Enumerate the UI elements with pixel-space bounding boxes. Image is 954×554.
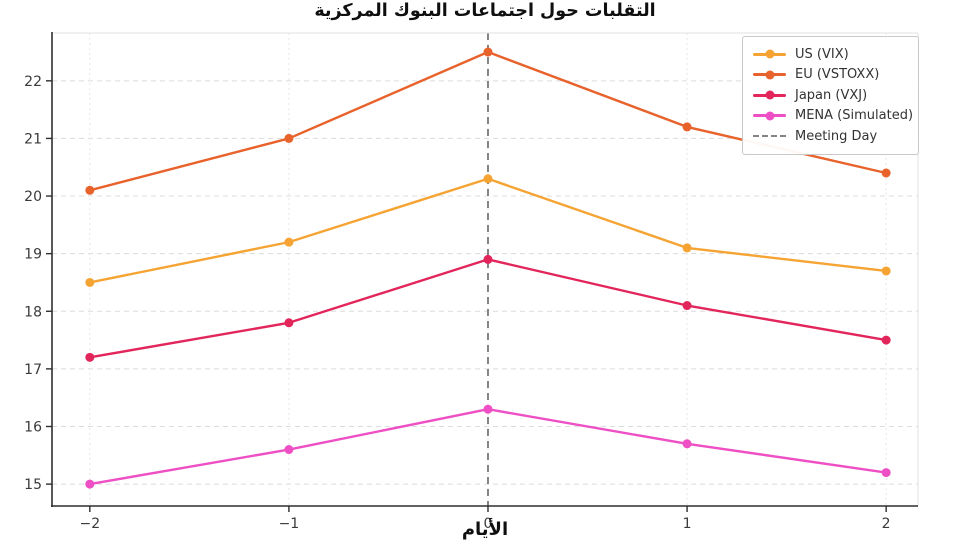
data-point-eu-vstoxx [85, 185, 95, 195]
data-point-us-vix [881, 266, 891, 276]
legend-box: US (VIX) EU (VSTOXX) Japan (VXJ) MENA (Simu… [742, 36, 919, 155]
data-point-japan-vxj [682, 301, 692, 311]
x-tick-label: 2 [882, 516, 891, 532]
legend-label: MENA (Simulated) [795, 108, 914, 124]
y-tick-label: 15 [24, 477, 42, 493]
data-point-mena-simulated [284, 445, 294, 455]
data-point-japan-vxj [85, 352, 95, 362]
y-tick-label: 20 [24, 189, 42, 205]
x-tick-label: 1 [683, 516, 692, 532]
y-tick-label: 16 [24, 419, 42, 435]
legend-marker-dot-icon [765, 90, 774, 100]
data-point-eu-vstoxx [881, 168, 891, 178]
data-point-us-vix [284, 237, 294, 247]
legend-dashed-line-icon [753, 135, 786, 138]
data-point-us-vix [483, 174, 493, 184]
legend-item-eu-vstoxx: EU (VSTOXX) [753, 65, 908, 86]
x-tick-label: −1 [279, 516, 300, 532]
legend-line-marker-icon [753, 111, 786, 121]
legend-item-us-vix: US (VIX) [753, 44, 908, 65]
data-point-eu-vstoxx [682, 122, 692, 132]
y-tick-label: 19 [24, 247, 42, 263]
x-axis-label: الأيام [461, 519, 509, 540]
legend-item-japan-vxj: Japan (VXJ) [753, 85, 908, 106]
data-point-mena-simulated [85, 479, 95, 489]
legend-label: US (VIX) [795, 46, 849, 62]
y-tick-label: 22 [24, 74, 42, 90]
legend-item-mena-simulated: MENA (Simulated) [753, 106, 913, 127]
x-tick-label: 0 [484, 516, 493, 532]
legend-item-meeting-day: Meeting Day [753, 126, 908, 147]
data-point-us-vix [682, 243, 692, 253]
legend-label: Meeting Day [795, 128, 878, 144]
y-tick-label: 18 [24, 304, 42, 320]
data-point-japan-vxj [284, 318, 294, 328]
data-point-eu-vstoxx [483, 47, 493, 57]
legend-line-marker-icon [753, 70, 786, 80]
legend-label: EU (VSTOXX) [795, 67, 880, 83]
data-point-mena-simulated [881, 468, 891, 478]
chart-title: التقلبات حول اجتماعات البنوك المركزية [314, 1, 656, 21]
data-point-japan-vxj [483, 254, 493, 264]
legend-marker-dot-icon [765, 111, 774, 121]
legend-label: Japan (VXJ) [795, 87, 868, 103]
legend-line-marker-icon [753, 90, 786, 100]
data-point-eu-vstoxx [284, 133, 294, 143]
data-point-mena-simulated [682, 439, 692, 449]
legend-marker-dot-icon [765, 70, 774, 80]
x-tick-label: −2 [80, 516, 101, 532]
y-tick-label: 21 [24, 131, 42, 147]
data-point-us-vix [85, 277, 95, 287]
legend-marker-dot-icon [765, 49, 774, 59]
data-point-japan-vxj [881, 335, 891, 345]
y-tick-label: 17 [24, 362, 42, 378]
data-point-mena-simulated [483, 404, 493, 414]
legend-line-marker-icon [753, 49, 786, 59]
